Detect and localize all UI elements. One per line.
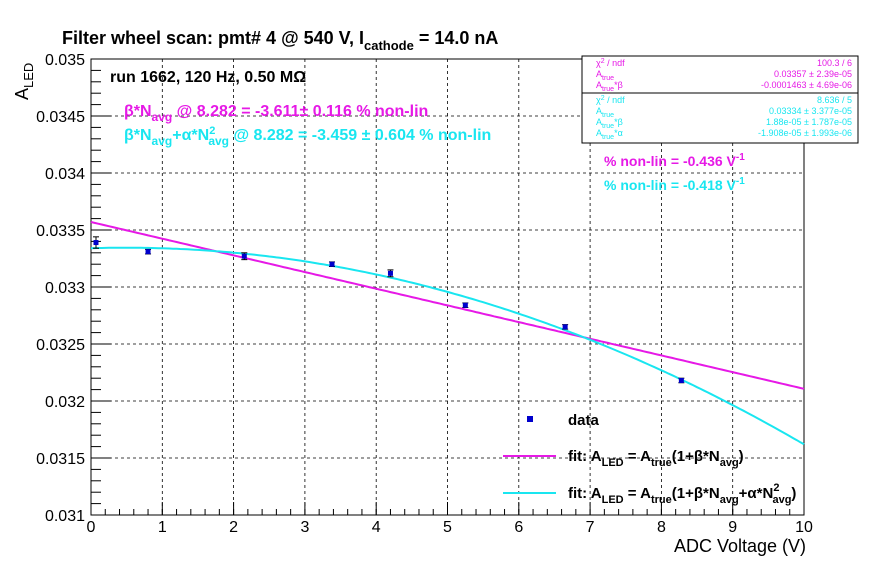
y-tick-labels: 0.031 0.0315 0.032 0.0325 0.033 0.0335 0.034 0.… [36,52,85,525]
data-point [387,269,394,278]
data-point [145,248,152,255]
stats2-atrue-value: 0.03334 ± 3.377e-05 [769,106,852,116]
x-tick-label: 10 [795,519,813,536]
x-tick-label: 3 [300,519,309,536]
stats2-alpha-label: Atrue*α [596,128,623,141]
x-tick-label: 9 [728,519,737,536]
data-point [328,261,335,267]
stats-box-linear: χ2 / ndf 100.3 / 6 Atrue 0.03357 ± 2.39e… [581,55,859,94]
data-marker [145,249,151,255]
data-points [92,236,685,384]
legend-fit2-label: fit: ALED = Atrue(1+β*Navg+α*N2 avg) [568,482,796,506]
y-tick-label: 0.032 [45,394,85,411]
data-point [678,377,685,384]
x-tick-label: 5 [443,519,452,536]
legend: data fit: ALED = Atrue(1+β*Navg) fit: AL… [503,412,796,506]
stats1-beta-label: Atrue*β [596,80,623,93]
legend-data-label: data [568,412,600,429]
x-tick-label: 4 [372,519,381,536]
chart-title: Filter wheel scan: pmt# 4 @ 540 V, Icath… [62,28,498,53]
annotation-quadratic: β*Navg+α*N2 avg @ 8.282 = -3.459 ± 0.604 … [124,125,491,148]
axis-ticks [90,58,805,516]
data-marker [387,270,393,276]
stats2-beta-value: 1.88e-05 ± 1.787e-05 [766,117,852,127]
x-tick-label: 8 [657,519,666,536]
data-marker [678,377,684,383]
y-tick-label: 0.033 [45,280,85,297]
y-tick-label: 0.031 [45,508,85,525]
x-tick-labels: 0 1 2 3 4 5 6 7 8 9 10 [87,519,813,536]
stats2-beta-label: Atrue*β [596,117,623,130]
x-tick-label: 7 [586,519,595,536]
stats1-atrue-value: 0.03357 ± 2.39e-05 [774,69,852,79]
stats2-alpha-value: -1.908e-05 ± 1.993e-06 [758,128,852,138]
data-marker [462,302,468,308]
stats1-beta-value: -0.0001463 ± 4.69e-06 [761,80,852,90]
data-point [562,324,569,330]
stats2-chi2-label: χ2 / ndf [596,95,625,105]
fit-curve-quadratic [90,246,805,446]
data-marker [241,253,247,259]
data-marker [93,240,99,246]
grid-lines [91,59,804,515]
y-axis-label: ALED [12,63,36,100]
stats-box-quadratic: χ2 / ndf 8.636 / 5 Atrue 0.03334 ± 3.377… [581,92,859,144]
y-tick-label: 0.0335 [36,223,85,240]
stats1-atrue-label: Atrue [596,69,614,82]
stats2-chi2-value: 8.636 / 5 [817,95,852,105]
run-label: run 1662, 120 Hz, 0.50 MΩ [110,69,306,86]
legend-fit1-label: fit: ALED = Atrue(1+β*Navg) [568,448,744,469]
y-tick-label: 0.035 [45,52,85,69]
stats2-atrue-label: Atrue [596,106,614,119]
data-point [92,236,99,249]
data-marker [562,324,568,330]
legend-data-marker [527,416,533,422]
y-tick-label: 0.0315 [36,451,85,468]
x-tick-label: 1 [158,519,167,536]
stats1-chi2-label: χ2 / ndf [596,58,625,68]
x-tick-label: 0 [87,519,96,536]
y-tick-label: 0.034 [45,166,85,183]
annotation-linear: β*Navg @ 8.282 = -3.611± 0.116 % non-lin [124,103,428,124]
data-point [241,252,248,261]
x-tick-label: 2 [229,519,238,536]
nonlin-quadratic: % non-lin = -0.418 V-1 [604,176,745,193]
x-tick-label: 6 [514,519,523,536]
y-tick-label: 0.0325 [36,337,85,354]
y-tick-label: 0.0345 [36,109,85,126]
nonlin-linear: % non-lin = -0.436 V-1 [604,152,745,169]
stats1-chi2-value: 100.3 / 6 [817,58,852,68]
data-marker [329,261,335,267]
data-point [462,302,469,309]
svg-text:ALED: ALED [12,63,36,100]
x-axis-label: ADC Voltage (V) [674,536,806,556]
